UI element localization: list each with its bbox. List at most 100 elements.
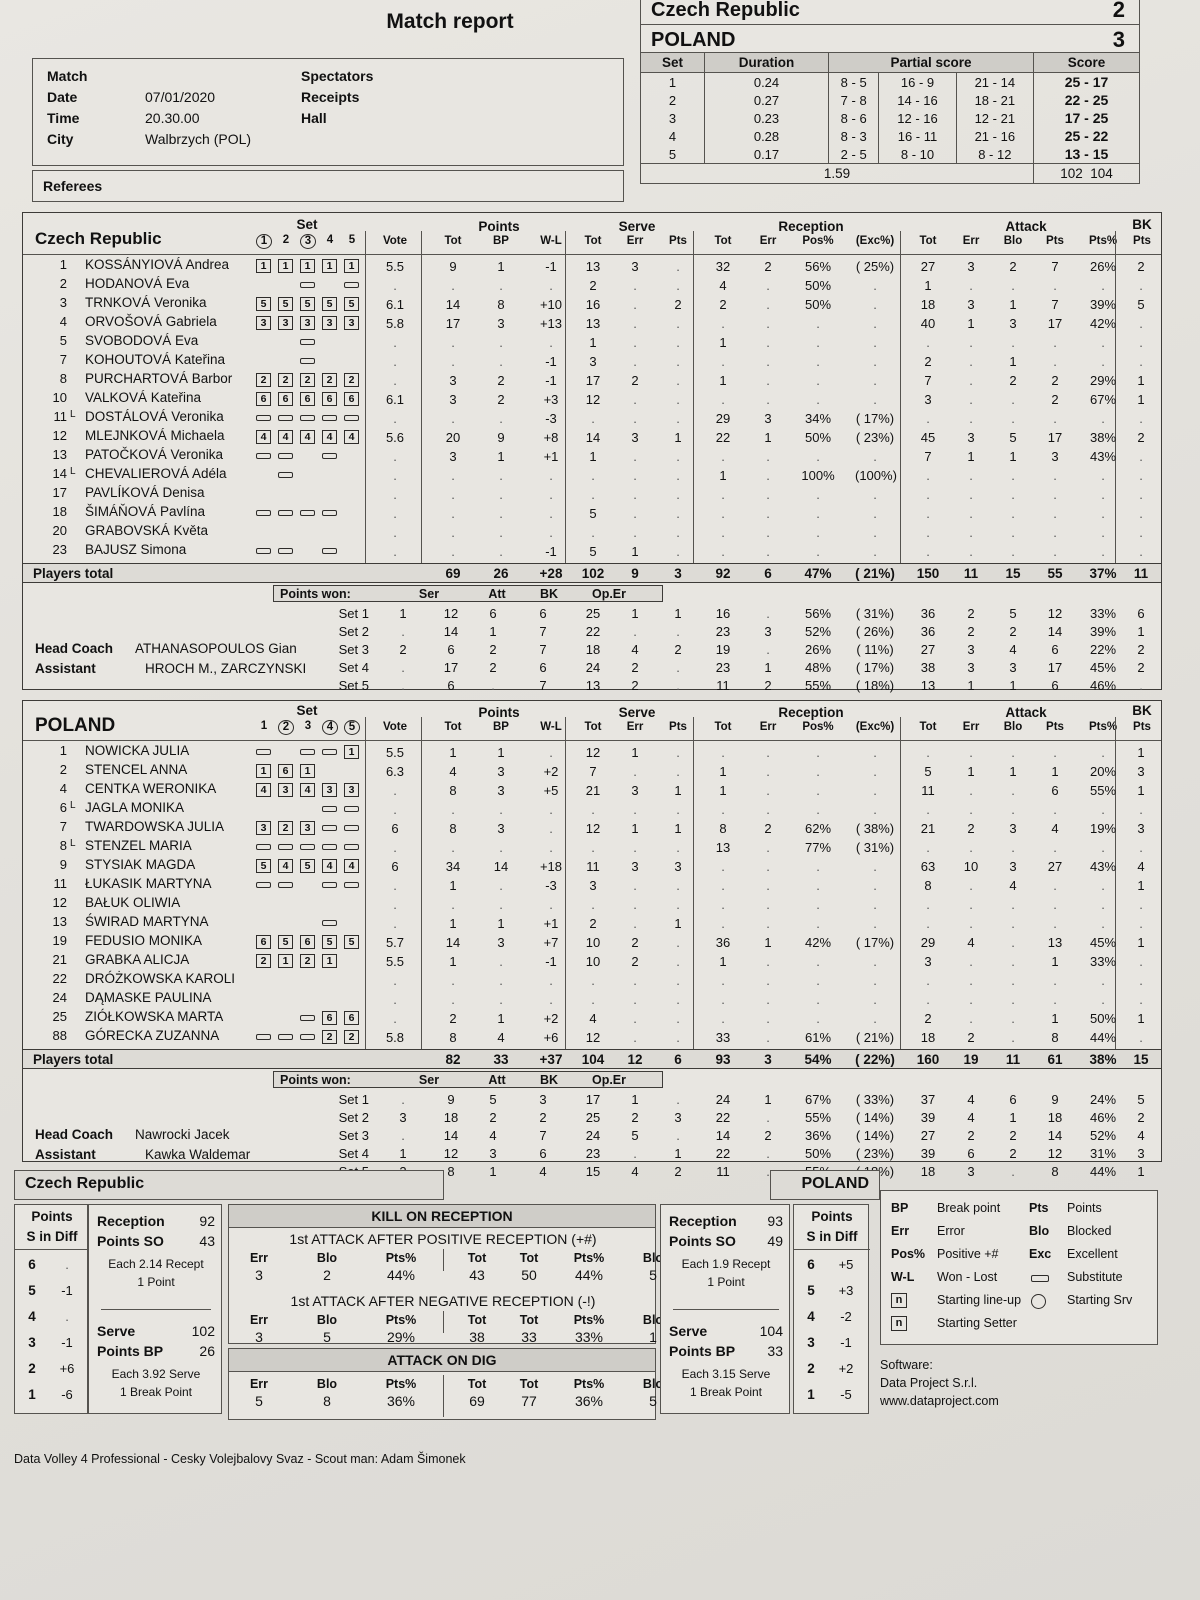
col-header-attack-4: Pts%	[1088, 721, 1118, 733]
player-row[interactable]: 10 VALKOVÁ Kateřina 6 6 6 6 6 6.1 3 2 +3 12...... 3.…	[23, 390, 1161, 409]
set-stats-label: Set 1	[338, 606, 369, 621]
stat-a-blo: .	[1011, 506, 1015, 521]
player-row[interactable]: 8 PURCHARTOVÁ Barbor 2 2 2 2 2. 3 2 -1 17 2. 1... 7. 2…	[23, 371, 1161, 390]
player-number: 7	[59, 819, 67, 834]
stat-vote: .	[393, 1011, 397, 1026]
player-row[interactable]: 8 L STENZEL MARIA....... 13. 77% ( 31%)......	[23, 838, 1161, 857]
stat-bk: .	[1139, 1030, 1143, 1045]
stat-p-wl: +8	[543, 430, 559, 445]
stat-a-err: 3	[967, 297, 975, 312]
player-row[interactable]: 2 HODANOVÁ Eva.... 2.. 4. 50%. 1.....	[23, 276, 1161, 295]
sdiff-set: 5	[807, 1283, 815, 1298]
setstat-a-tot: 36	[920, 624, 936, 639]
setstat-operr: 6	[539, 1146, 547, 1161]
aod-left-header-err: Err	[249, 1377, 269, 1391]
stat-a-err: 2	[967, 821, 975, 836]
player-number: 5	[59, 333, 67, 348]
stat-r-tot: .	[721, 878, 725, 893]
starting-position-box: 3	[300, 316, 315, 330]
col-header-reception-1: Err	[759, 721, 777, 733]
player-row[interactable]: 88 GÓRECKA ZUZANNA 2 2 5.8 8 4 +6 12.. 33. 61%( 21…	[23, 1028, 1161, 1047]
starting-position-box: 5	[300, 297, 315, 311]
software-url: www.dataproject.com	[880, 1394, 999, 1408]
stat-s-err: .	[633, 335, 637, 350]
total-p-wl: +37	[539, 1052, 563, 1067]
player-row[interactable]: 2 STENCEL ANNA 1 6 1 6.3 4 3 +2 7.. 1... 5 1 1 1 20% 3	[23, 762, 1161, 781]
group-header-reception: Reception	[778, 219, 844, 234]
player-row[interactable]: 23 BAJUSZ Simona... -1 5 1...........	[23, 542, 1161, 561]
stat-a-tot: 11	[921, 783, 935, 798]
player-row[interactable]: 11 ŁUKASIK MARTYNA. 1. -3 3...... 8. 4.. 1	[23, 876, 1161, 895]
player-row[interactable]: 25 ZIÓŁKOWSKA MARTA 6 6. 2 1 +2 4...... 2.. 1 50% 1	[23, 1009, 1161, 1028]
player-row[interactable]: 9 STYSIAK MAGDA 5 4 5 4 4 6 34 14 +18 11 3 3.... 63 10 3…	[23, 857, 1161, 876]
player-row[interactable]: 4 ORVOŠOVÁ Gabriela 3 3 3 3 3 5.8 17 3 +13 13......…	[23, 314, 1161, 333]
player-row[interactable]: 3 TRNKOVÁ Veronika 5 5 5 5 5 6.1 14 8 +10 16. 2 2. 50%…	[23, 295, 1161, 314]
player-row[interactable]: 1 NOWICKA JULIA 1 5.5 1 1. 12 1.......... 1	[23, 743, 1161, 762]
stat-r-tot: .	[721, 992, 725, 1007]
setstat-s-err: .	[633, 1146, 637, 1161]
player-name: KOSSÁNYIOVÁ Andrea	[85, 257, 230, 272]
player-row[interactable]: 13 PATOČKOVÁ Veronika. 3 1 +1 1...... 7 1 1 3 43%.	[23, 447, 1161, 466]
player-row[interactable]: 19 FEDUSIO MONIKA 6 5 6 5 5 5.7 14 3 +7 10 2. 36 1 42%(…	[23, 933, 1161, 952]
player-row[interactable]: 12 BAŁUK OLIWIA.................	[23, 895, 1161, 914]
starting-position-box: 1	[344, 745, 359, 759]
stat-a-err: .	[969, 335, 973, 350]
player-libero-mark: L	[70, 800, 76, 811]
player-row[interactable]: 13 ŚWIRAD MARTYNA. 1 1 +1 2. 1..........	[23, 914, 1161, 933]
stat-p-tot: .	[451, 973, 455, 988]
substitution-box	[344, 825, 359, 831]
setstat-a-pct: 52%	[1089, 1128, 1117, 1143]
player-name: NOWICKA JULIA	[85, 743, 190, 758]
substitution-box	[344, 844, 359, 850]
player-row[interactable]: 14 L CHEVALIEROVÁ Adéla....... 1. 100% (100%)…	[23, 466, 1161, 485]
stat-vote: 5.5	[385, 954, 405, 969]
group-header-reception: Reception	[778, 705, 844, 720]
kor-positive-left-header-ptspct: Pts%	[385, 1251, 417, 1265]
player-row[interactable]: 17 PAVLÍKOVÁ Denisa.................	[23, 485, 1161, 504]
starting-position-box: 1	[256, 259, 271, 273]
player-row[interactable]: 12 MLEJNKOVÁ Michaela 4 4 4 4 4 5.6 20 9 +8 14 3 1 22 1…	[23, 428, 1161, 447]
stat-p-tot: .	[451, 487, 455, 502]
legend-value: Won - Lost	[937, 1270, 998, 1284]
stat-s-pts: .	[676, 764, 680, 779]
setstat-a-pct: 45%	[1089, 660, 1117, 675]
player-row[interactable]: 7 KOHOUTOVÁ Kateřina... -1 3...... 2. 1...	[23, 352, 1161, 371]
player-row[interactable]: 20 GRABOVSKÁ Květa.................	[23, 523, 1161, 542]
stat-s-pts: .	[676, 392, 680, 407]
stat-r-exc: .	[873, 354, 877, 369]
czech-recept-note2: 1 Point	[137, 1275, 175, 1289]
czech-sdiff-h2: S in Diff	[26, 1229, 78, 1244]
total-r-err: 3	[764, 1052, 772, 1067]
away-team-sets: 3	[1112, 27, 1125, 52]
stat-a-pct: .	[1101, 840, 1105, 855]
stat-r-pos: 56%	[804, 259, 832, 274]
player-row[interactable]: 22 DRÓŻKOWSKA KAROLI.................	[23, 971, 1161, 990]
player-row[interactable]: 6 L JAGLA MONIKA.................	[23, 800, 1161, 819]
aod-right-value-r_pct: 36%	[574, 1393, 604, 1409]
player-row[interactable]: 4 CENTKA WERONIKA 4 3 4 3 3. 8 3 +5 21 3 1 1... 11.. 6 5…	[23, 781, 1161, 800]
setstat-a-pct: 31%	[1089, 1146, 1117, 1161]
stat-vote: .	[393, 354, 397, 369]
stat-a-pct: .	[1101, 878, 1105, 893]
stat-a-blo: .	[1011, 487, 1015, 502]
kor-positive-left-value-l_blo: 2	[323, 1267, 331, 1283]
total-a-err: 11	[963, 566, 979, 581]
col-header-attack-4: Pts%	[1088, 235, 1118, 247]
stat-r-tot: 32	[715, 259, 731, 274]
stat-a-blo: 1	[1009, 354, 1017, 369]
player-row[interactable]: 24 DĄMASKE PAULINA.................	[23, 990, 1161, 1009]
stat-a-pts: .	[1053, 840, 1057, 855]
stat-a-pts: 6	[1051, 783, 1059, 798]
player-row[interactable]: 11 L DOSTÁLOVÁ Veronika... -3... 29 3 34% ( 17%…	[23, 409, 1161, 428]
stat-p-tot: 8	[449, 821, 457, 836]
player-row[interactable]: 5 SVOBODOVÁ Eva.... 1.. 1.........	[23, 333, 1161, 352]
stat-a-err: 1	[967, 764, 975, 779]
set-number-header-3: 3	[304, 720, 312, 732]
setstat-s-tot: 24	[585, 660, 601, 675]
player-row[interactable]: 7 TWARDOWSKA JULIA 3 2 3 6 8 3. 12 1 1 8 2 62%( 38%) 2…	[23, 819, 1161, 838]
player-row[interactable]: 1 KOSSÁNYIOVÁ Andrea 1 1 1 1 1 5.5 9 1 -1 13 3. 32 2 56…	[23, 257, 1161, 276]
sdiff-diff: -1	[61, 1335, 73, 1350]
player-row[interactable]: 21 GRABKA ALICJA 2 1 2 1 5.5 1. -1 10 2. 1... 3.. 1 33…	[23, 952, 1161, 971]
sdiff-diff: -2	[840, 1309, 852, 1324]
player-row[interactable]: 18 ŠIMÁŇOVÁ Pavlína.... 5............	[23, 504, 1161, 523]
